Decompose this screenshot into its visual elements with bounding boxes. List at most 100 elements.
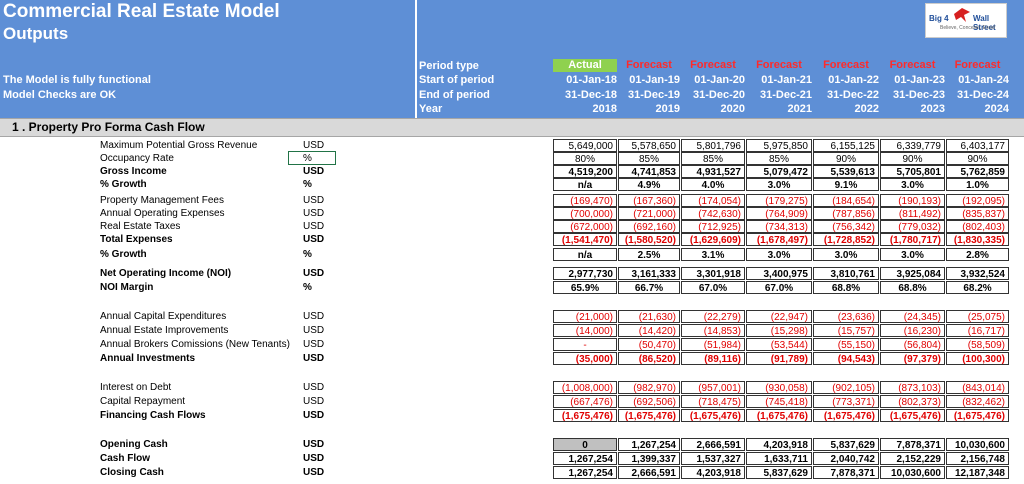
table-cell[interactable]: (873,103) (880, 381, 945, 394)
table-cell[interactable]: 3.0% (880, 248, 945, 261)
table-cell[interactable]: 3.0% (746, 248, 812, 261)
table-cell[interactable]: 10,030,600 (946, 438, 1009, 451)
table-cell[interactable]: (169,470) (553, 194, 617, 207)
table-cell[interactable]: (745,418) (746, 395, 812, 408)
table-cell[interactable]: 1,399,337 (618, 452, 680, 465)
table-cell[interactable]: (1,541,470) (553, 233, 617, 246)
table-cell[interactable]: (1,780,717) (880, 233, 945, 246)
table-cell[interactable]: (174,054) (681, 194, 745, 207)
table-cell[interactable]: 90% (813, 152, 879, 165)
table-cell[interactable]: 5,975,850 (746, 139, 812, 152)
table-cell[interactable]: 4,519,200 (553, 165, 617, 178)
table-cell[interactable]: 9.1% (813, 178, 879, 191)
table-cell[interactable]: 5,837,629 (746, 466, 812, 479)
table-cell[interactable]: (58,509) (946, 338, 1009, 351)
table-cell[interactable]: 5,801,796 (681, 139, 745, 152)
table-cell[interactable]: 4,931,527 (681, 165, 745, 178)
table-cell[interactable]: (21,000) (553, 310, 617, 323)
table-cell[interactable]: (787,856) (813, 207, 879, 220)
table-cell[interactable]: (756,342) (813, 220, 879, 233)
table-cell[interactable]: 5,079,472 (746, 165, 812, 178)
table-cell[interactable]: 1,267,254 (553, 452, 617, 465)
table-cell[interactable]: 1,633,711 (746, 452, 812, 465)
table-cell[interactable]: 4,741,853 (618, 165, 680, 178)
table-cell[interactable]: (930,058) (746, 381, 812, 394)
table-cell[interactable]: (1,675,476) (746, 409, 812, 422)
table-cell[interactable]: (667,476) (553, 395, 617, 408)
table-cell[interactable]: 85% (681, 152, 745, 165)
table-cell[interactable]: 3.0% (813, 248, 879, 261)
table-cell[interactable]: (86,520) (618, 352, 680, 365)
table-cell[interactable]: 2,156,748 (946, 452, 1009, 465)
table-cell[interactable]: (692,160) (618, 220, 680, 233)
table-cell[interactable]: (700,000) (553, 207, 617, 220)
table-cell[interactable]: 68.8% (813, 281, 879, 294)
selected-cell-indicator[interactable] (288, 151, 336, 165)
table-cell[interactable]: 3.0% (746, 178, 812, 191)
table-cell[interactable]: (1,728,852) (813, 233, 879, 246)
table-cell[interactable]: 68.8% (880, 281, 945, 294)
table-cell[interactable]: 0 (553, 438, 617, 451)
table-cell[interactable]: 3,161,333 (618, 267, 680, 280)
table-cell[interactable]: (50,470) (618, 338, 680, 351)
table-cell[interactable]: (773,371) (813, 395, 879, 408)
table-cell[interactable]: (15,298) (746, 324, 812, 337)
table-cell[interactable]: (1,008,000) (553, 381, 617, 394)
table-cell[interactable]: 6,339,779 (880, 139, 945, 152)
table-cell[interactable]: (832,462) (946, 395, 1009, 408)
table-cell[interactable]: 2,666,591 (618, 466, 680, 479)
table-cell[interactable]: 4.0% (681, 178, 745, 191)
table-cell[interactable]: 3,810,761 (813, 267, 879, 280)
table-cell[interactable]: 5,539,613 (813, 165, 879, 178)
table-cell[interactable]: n/a (553, 178, 617, 191)
table-cell[interactable]: (835,837) (946, 207, 1009, 220)
table-cell[interactable]: (764,909) (746, 207, 812, 220)
table-cell[interactable]: (982,970) (618, 381, 680, 394)
table-cell[interactable]: (16,717) (946, 324, 1009, 337)
table-cell[interactable]: 5,578,650 (618, 139, 680, 152)
table-cell[interactable]: (692,506) (618, 395, 680, 408)
table-cell[interactable]: (51,984) (681, 338, 745, 351)
table-cell[interactable]: (672,000) (553, 220, 617, 233)
table-cell[interactable]: (811,492) (880, 207, 945, 220)
table-cell[interactable]: - (553, 338, 617, 351)
table-cell[interactable]: (14,853) (681, 324, 745, 337)
table-cell[interactable]: 90% (946, 152, 1009, 165)
table-cell[interactable]: (22,947) (746, 310, 812, 323)
table-cell[interactable]: 2,977,730 (553, 267, 617, 280)
table-cell[interactable]: (14,420) (618, 324, 680, 337)
table-cell[interactable]: 65.9% (553, 281, 617, 294)
table-cell[interactable]: 2,666,591 (681, 438, 745, 451)
table-cell[interactable]: (53,544) (746, 338, 812, 351)
table-cell[interactable]: (1,675,476) (681, 409, 745, 422)
table-cell[interactable]: 85% (618, 152, 680, 165)
table-cell[interactable]: 5,705,801 (880, 165, 945, 178)
table-cell[interactable]: 1,537,327 (681, 452, 745, 465)
table-cell[interactable]: (843,014) (946, 381, 1009, 394)
table-cell[interactable]: (802,373) (880, 395, 945, 408)
table-cell[interactable]: 2.8% (946, 248, 1009, 261)
table-cell[interactable]: (902,105) (813, 381, 879, 394)
table-cell[interactable]: n/a (553, 248, 617, 261)
table-cell[interactable]: 5,837,629 (813, 438, 879, 451)
table-cell[interactable]: 10,030,600 (880, 466, 945, 479)
table-cell[interactable]: (190,193) (880, 194, 945, 207)
table-cell[interactable]: (1,675,476) (880, 409, 945, 422)
table-cell[interactable]: (1,675,476) (946, 409, 1009, 422)
table-cell[interactable]: 4.9% (618, 178, 680, 191)
table-cell[interactable]: (779,032) (880, 220, 945, 233)
table-cell[interactable]: 1,267,254 (553, 466, 617, 479)
table-cell[interactable]: 2.5% (618, 248, 680, 261)
table-cell[interactable]: 67.0% (746, 281, 812, 294)
table-cell[interactable]: 3.1% (681, 248, 745, 261)
table-cell[interactable]: (734,313) (746, 220, 812, 233)
table-cell[interactable]: (24,345) (880, 310, 945, 323)
table-cell[interactable]: 3.0% (880, 178, 945, 191)
table-cell[interactable]: 3,925,084 (880, 267, 945, 280)
table-cell[interactable]: 7,878,371 (813, 466, 879, 479)
table-cell[interactable]: 2,040,742 (813, 452, 879, 465)
table-cell[interactable]: 1.0% (946, 178, 1009, 191)
table-cell[interactable]: 2,152,229 (880, 452, 945, 465)
table-cell[interactable]: (721,000) (618, 207, 680, 220)
table-cell[interactable]: 4,203,918 (746, 438, 812, 451)
